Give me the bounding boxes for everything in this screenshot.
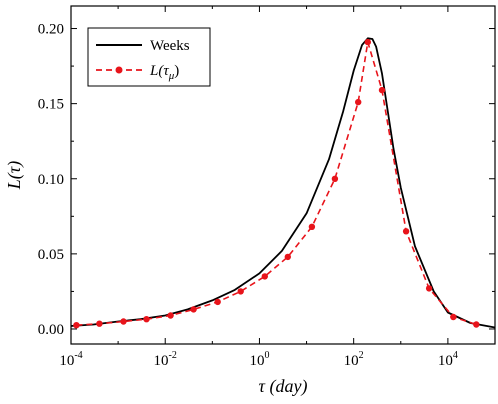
x-tick-label: 10-4 <box>59 350 82 369</box>
data-point-ltau <box>355 98 362 106</box>
data-point-ltau <box>261 273 268 280</box>
data-point-ltau <box>214 298 221 306</box>
x-tick-label: 10-2 <box>154 350 177 369</box>
data-point-ltau <box>167 312 174 319</box>
plot-frame <box>70 5 496 345</box>
legend-label-weeks: Weeks <box>150 38 190 54</box>
series-group <box>70 37 496 329</box>
data-point-ltau <box>402 228 410 235</box>
x-tick-label: 104 <box>438 350 458 369</box>
legend-label-ltau-close: ) <box>174 63 179 79</box>
x-axis-title: τ (day) <box>259 376 308 397</box>
x-tick-label-base: 10 <box>59 353 74 369</box>
data-point-ltau <box>364 38 371 46</box>
legend-label-ltau-main: L(τ <box>149 63 169 79</box>
data-point-ltau <box>331 175 339 182</box>
legend-box <box>87 27 211 87</box>
data-point-ltau <box>96 320 103 327</box>
x-tick-label-exponent: -4 <box>74 350 82 361</box>
data-point-ltau <box>120 318 127 325</box>
legend: Weeks L(τμ) <box>87 27 211 87</box>
x-tick-label-exponent: 0 <box>264 350 269 361</box>
data-point-ltau <box>473 321 480 328</box>
y-tick-label: 0.05 <box>38 247 64 263</box>
data-point-ltau <box>308 223 316 230</box>
x-tick-label: 102 <box>344 350 364 369</box>
data-point-ltau <box>284 253 291 261</box>
x-tick-label-exponent: 2 <box>359 350 364 361</box>
x-tick-label-exponent: 4 <box>453 350 458 361</box>
x-tick-label: 100 <box>249 350 269 369</box>
tick-group <box>70 6 496 344</box>
data-point-ltau <box>73 322 80 329</box>
y-axis-title: L(τ) <box>4 161 25 190</box>
y-tick-label: 0.20 <box>38 22 64 38</box>
x-tick-label-base: 10 <box>154 353 169 369</box>
data-point-ltau <box>378 86 386 94</box>
y-tick-label: 0.15 <box>38 97 64 113</box>
data-point-ltau <box>190 306 197 313</box>
x-tick-label-base: 10 <box>249 353 264 369</box>
x-tick-label-base: 10 <box>438 353 453 369</box>
legend-label-ltau-sub: μ <box>168 70 175 82</box>
data-point-ltau <box>450 313 457 321</box>
y-tick-label: 0.10 <box>38 172 64 188</box>
x-tick-label-exponent: -2 <box>169 350 177 361</box>
data-point-ltau <box>237 288 244 295</box>
data-point-ltau <box>425 285 433 292</box>
legend-marker-ltau <box>115 66 123 74</box>
data-point-ltau <box>143 316 150 323</box>
x-tick-label-base: 10 <box>344 353 359 369</box>
y-tick-label: 0.00 <box>38 322 64 338</box>
legend-label-ltau: L(τμ) <box>149 63 179 82</box>
